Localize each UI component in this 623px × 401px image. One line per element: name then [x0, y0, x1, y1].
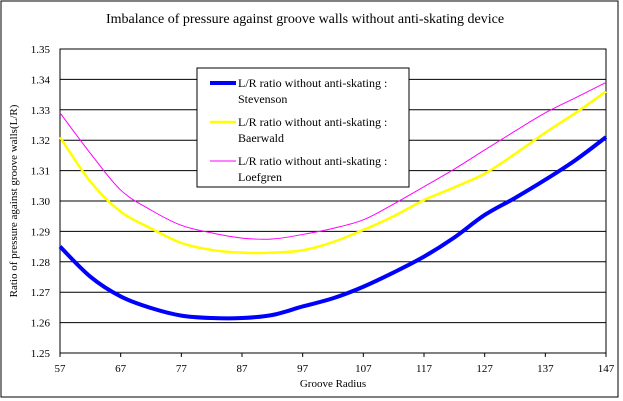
x-tick-label: 77 [176, 363, 188, 375]
legend-label: L/R ratio without anti-skating : [238, 76, 387, 90]
legend-label: Stevenson [238, 92, 287, 106]
legend-box [196, 67, 410, 188]
chart-title: Imbalance of pressure against groove wal… [106, 12, 504, 27]
legend: L/R ratio without anti-skating : Stevenso… [196, 67, 410, 188]
x-tick-label: 147 [598, 363, 615, 375]
legend-label: Baerwald [238, 131, 284, 145]
y-tick-label: 1.33 [31, 105, 51, 117]
x-tick-label: 97 [297, 363, 309, 375]
x-axis: 57 67 77 87 97 107 117 127 137 147 [55, 353, 615, 375]
x-tick-label: 127 [476, 363, 493, 375]
y-tick-label: 1.29 [31, 226, 51, 238]
x-tick-label: 117 [416, 363, 433, 375]
series-lines [58, 81, 608, 321]
y-tick-label: 1.27 [31, 287, 51, 299]
legend-label: Loefgren [238, 170, 282, 184]
y-tick-label: 1.26 [31, 318, 51, 330]
y-tick-label: 1.28 [31, 257, 51, 269]
x-tick-label: 57 [55, 363, 67, 375]
x-axis-label: Groove Radius [300, 378, 366, 390]
y-tick-label: 1.35 [31, 44, 51, 56]
y-tick-label: 1.34 [31, 74, 51, 86]
legend-label: L/R ratio without anti-skating : [238, 115, 387, 129]
y-tick-label: 1.32 [31, 135, 50, 147]
plot-area [59, 48, 607, 354]
legend-label: L/R ratio without anti-skating : [238, 154, 387, 168]
y-tick-label: 1.25 [31, 348, 51, 360]
y-axis-label: Ratio of pressure against groove walls(L… [8, 104, 20, 297]
y-tick-label: 1.31 [31, 166, 50, 178]
x-tick-label: 137 [537, 363, 554, 375]
y-axis: 1.25 1.26 1.27 1.28 1.29 1.30 1.31 1.32 1.33 1.34… [31, 44, 51, 360]
x-tick-label: 107 [355, 363, 372, 375]
y-tick-label: 1.30 [31, 196, 51, 208]
x-tick-label: 67 [115, 363, 127, 375]
x-tick-label: 87 [237, 363, 249, 375]
